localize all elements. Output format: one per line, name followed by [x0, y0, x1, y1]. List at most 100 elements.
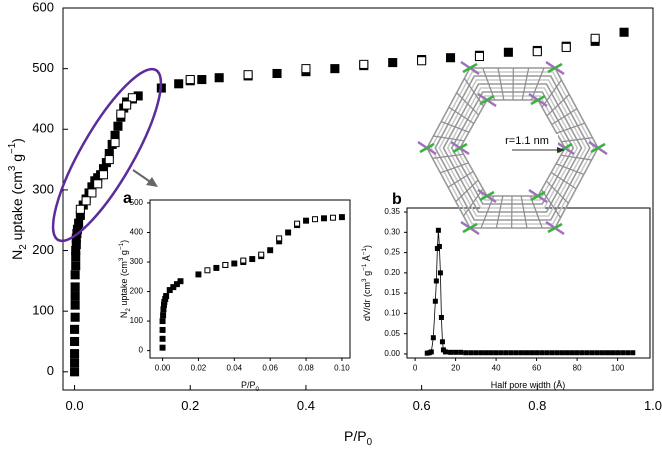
- linker-green: [479, 94, 495, 106]
- x-tick-label: 40: [492, 363, 501, 372]
- label-part: g: [119, 250, 129, 258]
- data-point: [110, 138, 120, 148]
- data-point: [272, 68, 282, 79]
- y-tick-label: 0: [47, 363, 54, 378]
- label-part: g: [9, 154, 25, 166]
- x-tick-label: 0.8: [528, 398, 546, 413]
- data-point: [453, 349, 459, 355]
- linker-green: [419, 142, 435, 154]
- data-point: [159, 318, 166, 325]
- data-point: [436, 244, 442, 250]
- y-tick-label: 0: [139, 346, 144, 355]
- label-backdrop: [496, 134, 558, 147]
- data-point: [75, 204, 85, 214]
- y-tick-label: 0.25: [384, 248, 400, 257]
- linker-green: [462, 62, 478, 74]
- framework-ring: [454, 95, 571, 201]
- data-point: [213, 264, 220, 271]
- x-tick-label: 0.6: [413, 398, 431, 413]
- data-point: [439, 339, 445, 345]
- data-point: [488, 350, 494, 356]
- framework-bond: [521, 67, 530, 101]
- data-point: [564, 350, 570, 356]
- label-part: P/P: [344, 428, 367, 444]
- label-part: g: [362, 271, 372, 279]
- linker-green: [452, 142, 468, 154]
- data-point: [258, 251, 265, 258]
- plot-frame: [406, 207, 651, 359]
- data-point: [610, 350, 616, 356]
- data-point: [589, 350, 595, 356]
- data-point: [98, 170, 109, 180]
- label-part: −1: [361, 248, 368, 256]
- pore-structure: r=1.1 nm: [417, 60, 608, 236]
- data-point: [442, 349, 448, 355]
- data-point: [599, 350, 605, 356]
- x-axis-label: P/P0: [241, 380, 260, 393]
- data-point: [312, 216, 319, 223]
- framework-bond: [497, 67, 505, 101]
- x-tick-label: 0.0: [66, 398, 84, 413]
- data-point: [93, 179, 103, 189]
- data-point: [625, 350, 631, 356]
- data-point: [177, 278, 184, 285]
- y-tick-label: 100: [32, 303, 54, 318]
- linker-green: [479, 190, 495, 202]
- label-part: ): [362, 245, 372, 248]
- pointer-arrowhead: [146, 177, 158, 187]
- y-tick-label: 400: [32, 121, 54, 136]
- data-point: [463, 350, 469, 356]
- data-point: [70, 367, 80, 377]
- data-point: [359, 59, 369, 69]
- framework-bond: [455, 179, 479, 203]
- x-tick-label: 0.08: [298, 363, 314, 372]
- data-point: [303, 217, 310, 224]
- framework-bond: [541, 189, 562, 218]
- label-part: dV/dr (cm: [362, 282, 372, 321]
- y-tick-label: 200: [32, 242, 54, 257]
- framework-ring: [434, 75, 591, 221]
- data-point: [127, 93, 137, 103]
- y-tick-label: 400: [130, 228, 144, 237]
- y-tick-label: 0.30: [384, 227, 400, 236]
- data-point: [433, 278, 439, 284]
- data-point: [437, 270, 443, 276]
- data-point: [493, 350, 499, 356]
- data-point: [417, 56, 427, 66]
- data-point: [330, 64, 340, 74]
- framework-bond: [447, 171, 474, 188]
- data-point: [70, 300, 80, 310]
- framework-ring: [438, 79, 587, 217]
- linker-green: [590, 142, 606, 154]
- framework-bond: [541, 79, 562, 108]
- data-point: [513, 350, 519, 356]
- x-tick-label: 0.10: [334, 363, 350, 372]
- x-axis-label: Half pore width (Å): [491, 380, 566, 390]
- data-point: [534, 350, 540, 356]
- data-point: [70, 358, 80, 368]
- label-part: 3: [118, 257, 125, 261]
- framework-bond: [432, 153, 464, 159]
- data-point: [468, 350, 474, 356]
- x-tick-label: 80: [573, 363, 582, 372]
- y-tick-label: 600: [32, 0, 54, 14]
- linker-green: [530, 94, 546, 106]
- framework-bond: [463, 188, 484, 217]
- framework-bond: [463, 78, 484, 107]
- framework-bond: [433, 135, 465, 142]
- label-part: 3: [7, 165, 18, 171]
- x-tick-label: 0.06: [262, 363, 278, 372]
- y-axis-label: N2 uptake (cm3 g−1): [7, 138, 29, 260]
- data-point: [159, 335, 166, 342]
- data-point: [529, 350, 535, 356]
- y-tick-label: 0.10: [384, 309, 400, 318]
- x-tick-label: 100: [611, 363, 625, 372]
- data-point: [498, 350, 504, 356]
- data-point: [104, 155, 114, 165]
- data-point: [116, 109, 126, 119]
- data-point: [70, 291, 80, 301]
- data-point: [243, 70, 253, 80]
- data-point: [301, 64, 311, 74]
- x-tick-label: 20: [451, 363, 460, 372]
